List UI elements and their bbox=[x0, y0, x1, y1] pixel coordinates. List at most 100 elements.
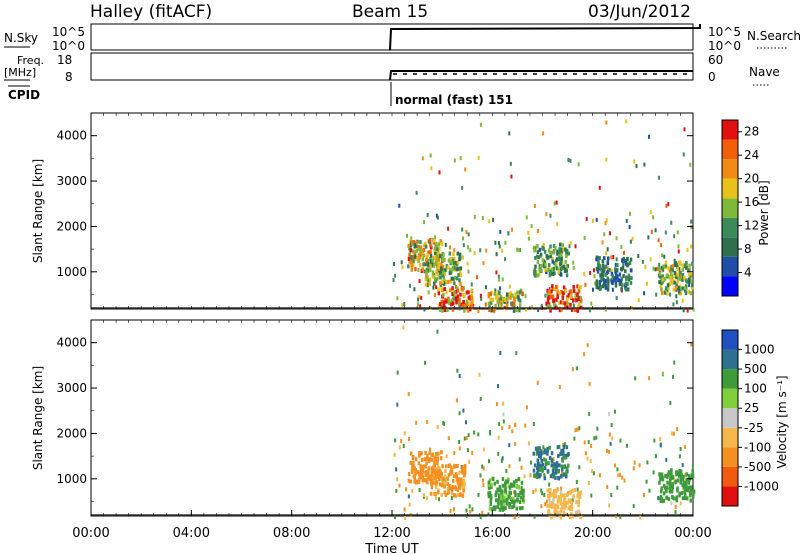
colorbar-segment bbox=[722, 139, 738, 160]
echo-cell bbox=[554, 470, 558, 475]
echo-cell bbox=[503, 495, 506, 500]
echo-cell bbox=[430, 485, 434, 490]
echo-cell bbox=[498, 494, 501, 499]
colorbar-tick-label: 500 bbox=[744, 362, 767, 376]
echo-cell bbox=[450, 495, 453, 500]
echo-cell bbox=[625, 277, 628, 282]
echo-cell bbox=[421, 464, 425, 469]
echo-cell bbox=[548, 445, 551, 450]
echo-cell bbox=[614, 280, 618, 285]
echo-cell bbox=[572, 303, 575, 308]
echo-cell bbox=[547, 495, 551, 500]
echo-cell bbox=[507, 494, 511, 499]
echo-cell bbox=[551, 284, 554, 289]
echo-cell bbox=[492, 217, 495, 222]
echo-cell bbox=[612, 276, 616, 281]
echo-cell bbox=[588, 381, 591, 386]
echo-cell bbox=[498, 291, 501, 296]
colorbar-segment bbox=[722, 369, 738, 389]
echo-cell bbox=[517, 477, 521, 482]
echo-cell bbox=[658, 175, 661, 180]
echo-cell bbox=[453, 450, 456, 455]
echo-cell bbox=[682, 485, 685, 490]
echo-cell bbox=[562, 445, 566, 450]
echo-cell bbox=[524, 294, 527, 299]
echo-cell bbox=[552, 489, 556, 494]
echo-cell bbox=[575, 479, 578, 484]
echo-cell bbox=[412, 474, 416, 479]
echo-cell bbox=[430, 482, 433, 487]
echo-cell bbox=[488, 219, 491, 224]
echo-cell bbox=[443, 484, 446, 489]
echo-cell bbox=[657, 496, 660, 501]
echo-cell bbox=[468, 307, 472, 312]
echo-cell bbox=[676, 272, 680, 277]
echo-cell bbox=[673, 280, 676, 285]
echo-cell bbox=[534, 488, 537, 493]
echo-cell bbox=[425, 461, 428, 466]
echo-cell bbox=[423, 307, 426, 312]
echo-cell bbox=[426, 283, 429, 288]
echo-cell bbox=[455, 276, 459, 281]
echo-cell bbox=[396, 402, 399, 407]
echo-cell bbox=[561, 458, 564, 463]
echo-cell bbox=[419, 304, 422, 309]
echo-cell bbox=[568, 515, 572, 520]
echo-cell bbox=[551, 473, 555, 478]
echo-cell bbox=[454, 296, 458, 301]
echo-cell bbox=[498, 422, 501, 427]
echo-cell bbox=[673, 478, 676, 483]
echo-cell bbox=[546, 297, 550, 302]
echo-cell bbox=[495, 490, 498, 495]
echo-cell bbox=[521, 291, 524, 296]
echo-cell bbox=[479, 396, 482, 401]
echo-cell bbox=[531, 305, 534, 310]
echo-cell bbox=[491, 476, 495, 481]
echo-cell bbox=[516, 485, 520, 490]
echo-cell bbox=[684, 290, 688, 295]
echo-cell bbox=[595, 279, 599, 284]
echo-cell bbox=[458, 446, 461, 451]
echo-cell bbox=[469, 509, 472, 514]
echo-cell bbox=[561, 243, 565, 248]
echo-cell bbox=[459, 272, 463, 277]
echo-cell bbox=[436, 470, 440, 475]
echo-cell bbox=[542, 445, 545, 450]
echo-cell bbox=[430, 261, 433, 266]
echo-cell bbox=[459, 281, 462, 286]
echo-cell bbox=[479, 248, 482, 253]
echo-cell bbox=[409, 260, 413, 265]
echo-cell bbox=[549, 504, 552, 509]
echo-cell bbox=[690, 219, 693, 224]
y-tick-label: 3000 bbox=[56, 174, 87, 188]
echo-cell bbox=[407, 257, 411, 262]
echo-cell bbox=[536, 273, 540, 278]
echo-cell bbox=[535, 451, 539, 456]
echo-cell bbox=[434, 451, 438, 456]
echo-cell bbox=[426, 419, 429, 424]
echo-cell bbox=[511, 505, 514, 510]
echo-cell bbox=[515, 483, 518, 488]
echo-cell bbox=[407, 392, 410, 397]
echo-cell bbox=[578, 302, 581, 307]
echo-cell bbox=[614, 276, 617, 281]
y-tick-label: 1000 bbox=[56, 265, 87, 279]
echo-cell bbox=[683, 444, 686, 449]
echo-cell bbox=[424, 473, 428, 478]
echo-cell bbox=[465, 513, 468, 518]
echo-cell bbox=[605, 157, 608, 162]
echo-cell bbox=[623, 478, 626, 483]
x-tick-label: 00:00 bbox=[72, 526, 109, 541]
echo-cell bbox=[552, 250, 556, 255]
echo-cell bbox=[553, 302, 556, 307]
echo-cell bbox=[465, 230, 468, 235]
echo-cell bbox=[562, 247, 565, 252]
echo-cell bbox=[677, 244, 680, 249]
echo-cell bbox=[688, 263, 691, 268]
echo-cell bbox=[689, 488, 692, 493]
echo-cell bbox=[554, 464, 558, 469]
echo-cell bbox=[425, 496, 428, 501]
echo-cell bbox=[684, 485, 688, 490]
echo-cell bbox=[661, 371, 664, 376]
echo-cell bbox=[619, 514, 622, 519]
